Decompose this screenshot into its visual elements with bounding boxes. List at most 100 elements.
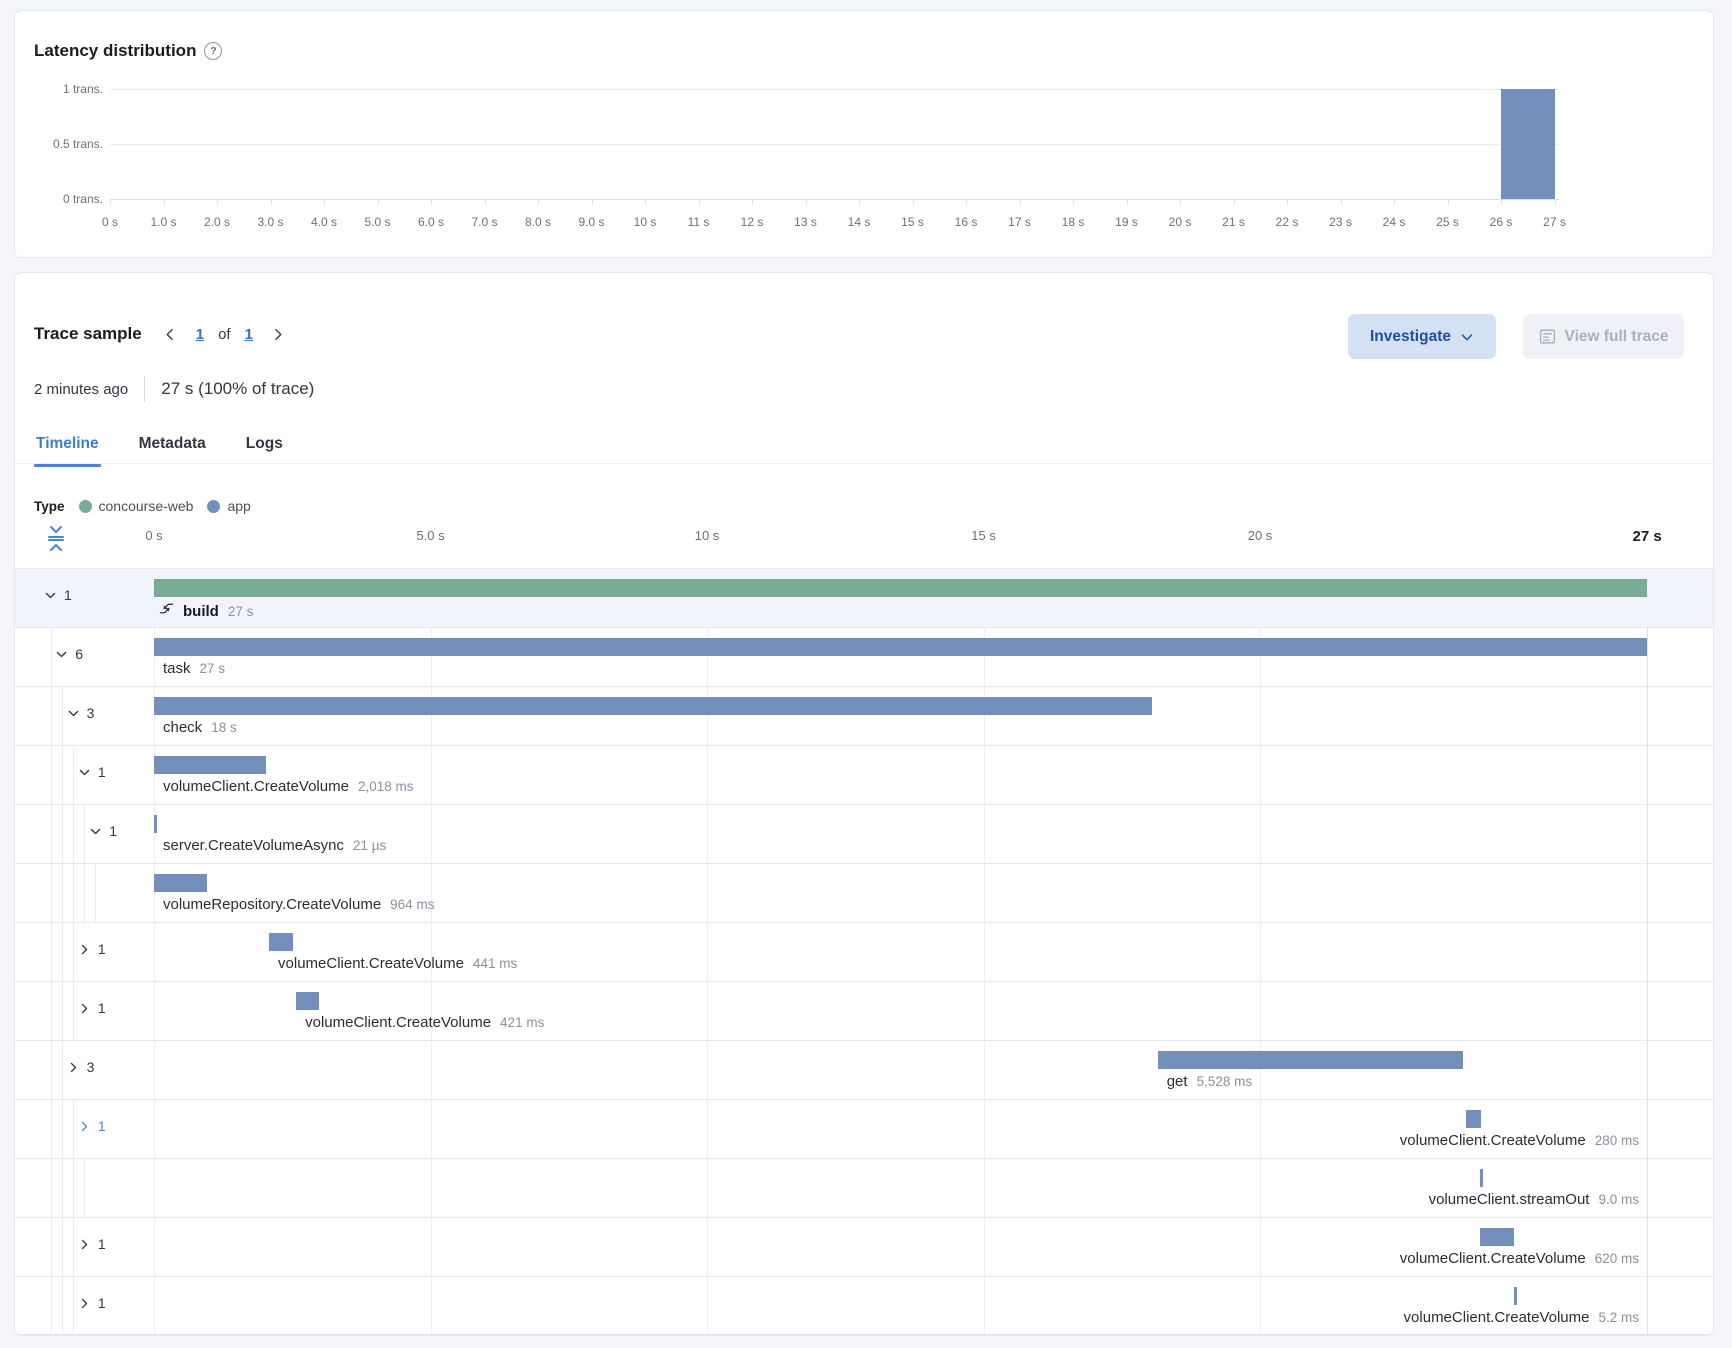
view-full-trace-button[interactable]: View full trace: [1523, 314, 1684, 359]
expand-children-toggle[interactable]: 3: [67, 1059, 95, 1075]
waterfall-row[interactable]: 3 get 5,528 ms: [15, 1040, 1713, 1100]
span-label[interactable]: volumeClient.CreateVolume 5.2 ms: [1404, 1309, 1639, 1326]
expand-children-toggle[interactable]: 1: [78, 1295, 106, 1311]
waterfall-row[interactable]: volumeRepository.CreateVolume 964 ms: [15, 863, 1713, 923]
span-name: server.CreateVolumeAsync: [163, 837, 344, 854]
waterfall-row[interactable]: 1 volumeClient.CreateVolume 280 ms: [15, 1099, 1713, 1159]
span-label[interactable]: get 5,528 ms: [1167, 1073, 1252, 1090]
span-bar[interactable]: [154, 579, 1648, 597]
indent-guide: [73, 1218, 74, 1277]
latency-x-tick: [805, 199, 807, 204]
blue-dot-icon: [207, 499, 221, 513]
span-name: volumeClient.CreateVolume: [1403, 1309, 1590, 1326]
child-count: 1: [97, 1000, 106, 1016]
span-name: volumeClient.CreateVolume: [1399, 1132, 1586, 1149]
latency-x-tick-label: 25 s: [1436, 215, 1459, 229]
collapse-all-icon[interactable]: [45, 525, 69, 553]
help-icon[interactable]: ?: [204, 42, 223, 60]
indent-guide: [73, 864, 74, 923]
indent-guide: [73, 923, 74, 982]
collapse-children-toggle[interactable]: 1: [78, 764, 106, 780]
span-label[interactable]: volumeRepository.CreateVolume 964 ms: [163, 896, 434, 913]
latency-title: Latency distribution: [34, 41, 197, 60]
latency-x-tick: [431, 199, 432, 204]
indent-guide: [62, 864, 63, 923]
span-label[interactable]: volumeClient.CreateVolume 421 ms: [305, 1014, 544, 1031]
child-count: 3: [86, 1059, 95, 1075]
latency-x-tick-label: 15 s: [901, 215, 924, 229]
span-label[interactable]: check 18 s: [163, 719, 237, 736]
latency-x-tick-label: 27 s: [1543, 215, 1566, 229]
span-duration: 18 s: [211, 720, 237, 735]
tab-logs[interactable]: Logs: [245, 435, 283, 452]
tab-timeline[interactable]: Timeline: [34, 429, 101, 467]
waterfall-row[interactable]: 3 check 18 s: [15, 686, 1713, 746]
current-page-link[interactable]: 1: [195, 325, 205, 343]
latency-x-tick: [538, 199, 539, 204]
waterfall-row[interactable]: 1 volumeClient.CreateVolume 5.2 ms: [15, 1276, 1713, 1335]
span-bar[interactable]: [154, 638, 1648, 656]
span-label[interactable]: volumeClient.CreateVolume 441 ms: [278, 955, 517, 972]
span-bar[interactable]: [154, 874, 208, 892]
span-label[interactable]: volumeClient.streamOut 9.0 ms: [1429, 1191, 1639, 1208]
indent-guide: [51, 864, 52, 923]
latency-x-tick: [1394, 199, 1395, 204]
span-label[interactable]: build 27 s: [159, 601, 253, 621]
span-label[interactable]: volumeClient.CreateVolume 2,018 ms: [163, 778, 413, 795]
latency-x-tick: [1019, 199, 1021, 204]
green-dot-icon: [78, 499, 92, 513]
span-name: check: [163, 719, 203, 736]
collapse-children-toggle[interactable]: 1: [44, 587, 72, 603]
span-label[interactable]: volumeClient.CreateVolume 620 ms: [1400, 1250, 1639, 1267]
latency-x-tick-label: 3.0 s: [257, 215, 284, 229]
span-bar[interactable]: [154, 697, 1153, 715]
waterfall-row[interactable]: 1 volumeClient.CreateVolume 421 ms: [15, 981, 1713, 1041]
child-count: 1: [97, 764, 106, 780]
latency-y-tick-label: 1 trans.: [62, 82, 103, 96]
span-bar[interactable]: [269, 933, 294, 951]
span-bar[interactable]: [1157, 1051, 1464, 1069]
trace-sample-header: Trace sample 1 of 1: [34, 309, 289, 359]
span-label[interactable]: task 27 s: [163, 660, 225, 677]
span-duration: 5,528 ms: [1196, 1074, 1253, 1089]
collapse-children-toggle[interactable]: 6: [55, 646, 83, 662]
span-bar[interactable]: [1480, 1228, 1515, 1246]
latency-x-tick-label: 5.0 s: [364, 215, 391, 229]
total-pages-link[interactable]: 1: [244, 325, 253, 343]
span-bar[interactable]: [1479, 1169, 1483, 1187]
latency-x-tick: [1287, 199, 1288, 204]
expand-children-toggle[interactable]: 1: [78, 1236, 106, 1252]
span-bar[interactable]: [154, 756, 266, 774]
next-page-icon[interactable]: [267, 323, 289, 345]
indent-guide: [84, 805, 85, 864]
investigate-button[interactable]: Investigate: [1348, 314, 1496, 359]
span-bar[interactable]: [154, 815, 157, 833]
expand-children-toggle[interactable]: 1: [78, 1118, 106, 1134]
expand-children-toggle[interactable]: 1: [78, 941, 106, 957]
chevron-down-icon: [1461, 333, 1473, 340]
latency-y-tick-label: 0.5 trans.: [52, 137, 103, 151]
collapse-children-toggle[interactable]: 3: [67, 705, 94, 721]
span-label[interactable]: server.CreateVolumeAsync 21 µs: [163, 837, 386, 854]
collapse-children-toggle[interactable]: 1: [89, 823, 117, 839]
waterfall-row[interactable]: volumeClient.streamOut 9.0 ms: [15, 1158, 1713, 1218]
latency-x-tick: [591, 199, 593, 204]
latency-histogram-bar[interactable]: [1501, 89, 1555, 199]
expand-children-toggle[interactable]: 1: [78, 1000, 106, 1016]
indent-guide: [62, 805, 63, 864]
span-name: volumeClient.CreateVolume: [1399, 1250, 1586, 1267]
waterfall-row[interactable]: 1 volumeClient.CreateVolume 441 ms: [15, 922, 1713, 982]
prev-page-icon[interactable]: [160, 323, 182, 345]
waterfall-row[interactable]: 6 task 27 s: [15, 627, 1713, 687]
waterfall-row[interactable]: 1 volumeClient.CreateVolume 620 ms: [15, 1217, 1713, 1277]
span-bar[interactable]: [296, 992, 320, 1010]
waterfall-row[interactable]: 1 build 27 s: [15, 568, 1713, 627]
timeline-gridline: [430, 568, 432, 1334]
span-bar[interactable]: [1514, 1287, 1518, 1305]
waterfall-row[interactable]: 1 volumeClient.CreateVolume 2,018 ms: [15, 745, 1713, 805]
tab-metadata[interactable]: Metadata: [138, 435, 206, 452]
span-bar[interactable]: [1465, 1110, 1482, 1128]
indent-guide: [51, 805, 52, 864]
span-label[interactable]: volumeClient.CreateVolume 280 ms: [1400, 1132, 1639, 1149]
waterfall-row[interactable]: 1 server.CreateVolumeAsync 21 µs: [15, 804, 1713, 864]
